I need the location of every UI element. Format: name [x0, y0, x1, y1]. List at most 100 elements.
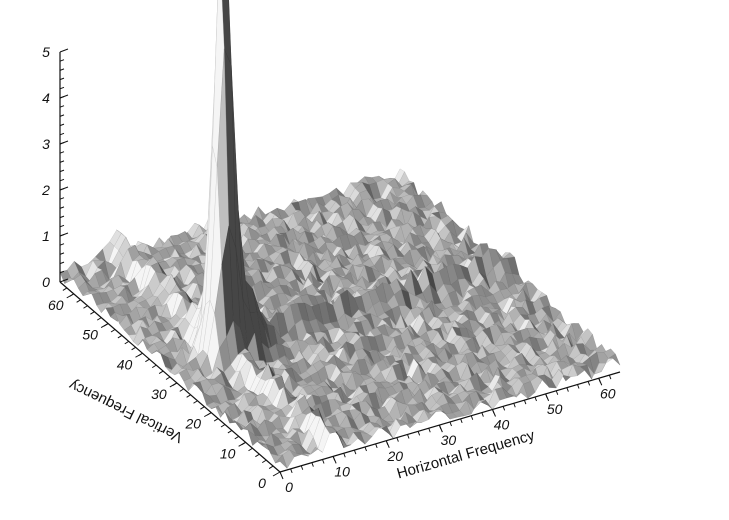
y-minor-tick: [90, 311, 95, 315]
z-minor-tick: [59, 261, 65, 265]
y-minor-tick: [138, 352, 143, 357]
x-minor-tick: [598, 378, 601, 383]
z-minor-tick: [59, 96, 65, 99]
z-tick-mark: [59, 48, 69, 53]
x-minor-tick: [449, 421, 452, 427]
x-minor-tick: [545, 393, 548, 399]
x-minor-tick: [364, 446, 367, 452]
y-minor-tick: [241, 441, 246, 446]
z-minor-tick: [59, 224, 65, 228]
y-tick-label: 30: [151, 386, 167, 402]
y-minor-tick: [76, 299, 81, 303]
y-tick-label: 50: [82, 327, 98, 343]
x-tick-label: 50: [547, 401, 563, 417]
z-minor-tick: [59, 68, 65, 71]
y-minor-tick: [165, 376, 171, 380]
z-minor-tick: [59, 215, 65, 219]
x-minor-tick: [407, 434, 410, 439]
x-minor-tick: [343, 453, 346, 458]
x-minor-tick: [353, 449, 357, 455]
y-tick-label: 40: [117, 356, 133, 372]
y-minor-tick: [179, 388, 185, 392]
x-minor-tick: [523, 399, 527, 405]
z-tick-label: 2: [41, 182, 50, 198]
y-minor-tick: [193, 400, 198, 404]
z-minor-tick: [59, 178, 65, 182]
z-minor-tick: [59, 59, 65, 62]
z-minor-tick: [59, 169, 65, 173]
z-minor-tick: [59, 123, 65, 127]
x-minor-tick: [460, 418, 463, 424]
y-minor-tick: [110, 329, 116, 333]
x-minor-tick: [332, 456, 336, 461]
x-minor-tick: [417, 431, 421, 436]
x-minor-tick: [385, 440, 389, 445]
y-minor-tick: [69, 293, 75, 297]
x-tick-mark: [279, 471, 284, 480]
x-tick-label: 20: [386, 448, 403, 464]
x-minor-tick: [322, 459, 325, 464]
z-minor-tick: [59, 105, 65, 108]
y-minor-tick: [131, 346, 136, 351]
x-minor-tick: [502, 406, 506, 411]
z-minor-tick: [59, 252, 65, 255]
y-tick-label: 10: [220, 445, 236, 461]
y-minor-tick: [117, 335, 123, 339]
z-tick-mark: [59, 278, 69, 283]
z-minor-tick: [59, 197, 65, 200]
x-minor-tick: [438, 424, 442, 430]
z-minor-tick: [59, 270, 65, 274]
z-minor-tick: [59, 114, 65, 117]
z-minor-tick: [59, 86, 65, 90]
y-minor-tick: [234, 435, 240, 440]
z-minor-tick: [59, 77, 65, 81]
z-tick-label: 4: [42, 90, 50, 106]
z-tick-label: 3: [42, 136, 50, 152]
z-minor-tick: [59, 234, 65, 237]
x-minor-tick: [428, 428, 431, 433]
x-tick-label: 10: [334, 463, 350, 479]
x-minor-tick: [566, 387, 569, 392]
x-minor-tick: [555, 390, 559, 395]
y-minor-tick: [268, 465, 274, 469]
y-minor-tick: [213, 418, 219, 422]
z-minor-tick: [59, 206, 65, 209]
z-minor-tick: [59, 151, 65, 154]
y-minor-tick: [220, 424, 226, 428]
z-minor-tick: [59, 160, 65, 163]
z-tick-label: 5: [42, 44, 50, 60]
y-minor-tick: [158, 370, 164, 374]
x-minor-tick: [375, 443, 378, 449]
y-axis-title: Vertical Frequency: [66, 376, 186, 446]
surface-mesh: [59, 0, 621, 469]
x-minor-tick: [290, 468, 293, 474]
y-tick-label: 20: [184, 416, 201, 432]
y-minor-tick: [96, 317, 102, 321]
y-minor-tick: [255, 453, 260, 458]
y-minor-tick: [151, 364, 157, 369]
y-minor-tick: [227, 430, 233, 434]
z-minor-tick: [59, 142, 65, 145]
x-minor-tick: [481, 412, 484, 417]
y-tick-mark: [272, 471, 281, 477]
x-minor-tick: [577, 384, 580, 389]
y-minor-tick: [145, 358, 150, 363]
y-tick-label: 60: [48, 297, 64, 313]
x-tick-label: 40: [494, 417, 510, 433]
z-tick-label: 1: [42, 228, 50, 244]
y-minor-tick: [186, 394, 191, 398]
x-minor-tick: [396, 437, 399, 442]
y-minor-tick: [206, 412, 212, 416]
x-minor-tick: [492, 409, 495, 414]
z-minor-tick: [59, 132, 65, 136]
y-minor-tick: [103, 323, 109, 327]
x-minor-tick: [311, 462, 314, 467]
x-tick-label: 30: [441, 432, 457, 448]
x-tick-label: 0: [285, 479, 293, 495]
x-tick-label: 60: [600, 385, 616, 401]
y-minor-tick: [172, 382, 178, 386]
x-minor-tick: [587, 381, 591, 386]
surface-cell: [274, 454, 288, 469]
x-axis-title: Horizontal Frequency: [395, 427, 537, 483]
